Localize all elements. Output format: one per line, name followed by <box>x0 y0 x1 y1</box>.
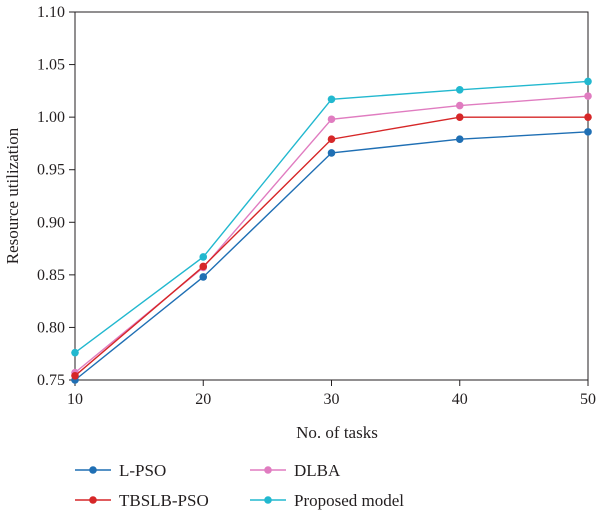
series-l-pso <box>71 128 592 384</box>
legend-item-tbslb-pso: TBSLB-PSO <box>75 491 209 510</box>
series-proposed-model <box>71 77 592 357</box>
x-tick-label: 30 <box>324 391 340 408</box>
data-point-l-pso <box>455 135 464 144</box>
data-point-proposed-model <box>327 95 336 104</box>
legend-label: Proposed model <box>294 491 404 510</box>
data-point-l-pso <box>199 273 208 281</box>
data-point-proposed-model <box>71 348 79 357</box>
y-tick-label: 0.90 <box>37 214 65 231</box>
series-layer <box>71 77 592 384</box>
y-axis-ticks: 0.75 0.80 0.85 0.90 0.95 1.00 1.05 1.10 <box>37 4 75 389</box>
data-point-tbslb-pso <box>455 113 464 121</box>
y-tick-label: 0.85 <box>37 267 65 284</box>
plot-area: 0.75 0.80 0.85 0.90 0.95 1.00 1.05 1.10 10 20 30 4… <box>37 4 596 408</box>
data-point-dlba <box>584 92 592 100</box>
y-tick-label: 0.95 <box>37 162 65 179</box>
y-axis-label: Resource utilization <box>3 127 22 264</box>
legend-swatch-marker <box>264 466 272 474</box>
series-dlba <box>71 92 592 377</box>
legend: L-PSO DLBA TBSLB-PSO Proposed model <box>75 461 404 510</box>
legend-item-proposed-model: Proposed model <box>250 491 404 510</box>
legend-item-l-pso: L-PSO <box>75 461 166 480</box>
y-tick-label: 0.80 <box>37 319 65 336</box>
data-point-proposed-model <box>584 77 592 86</box>
x-tick-label: 10 <box>67 391 83 408</box>
legend-swatch-marker <box>264 496 272 504</box>
legend-label: TBSLB-PSO <box>119 491 209 510</box>
data-point-tbslb-pso <box>71 371 79 380</box>
data-point-tbslb-pso <box>199 262 208 271</box>
legend-label: L-PSO <box>119 461 166 480</box>
data-point-proposed-model <box>455 86 464 94</box>
data-point-proposed-model <box>199 253 208 261</box>
data-point-dlba <box>455 101 464 110</box>
legend-swatch-marker <box>89 466 97 474</box>
legend-item-dlba: DLBA <box>250 461 341 480</box>
data-point-tbslb-pso <box>584 113 592 121</box>
y-tick-label: 0.75 <box>37 372 65 389</box>
data-point-l-pso <box>327 149 336 157</box>
series-line-l-pso <box>74 131 589 381</box>
x-axis-ticks: 10 20 30 40 50 <box>67 380 596 408</box>
x-tick-label: 50 <box>580 391 596 408</box>
y-tick-label: 1.10 <box>37 4 65 21</box>
plot-frame <box>74 11 589 381</box>
x-tick-label: 20 <box>195 391 211 408</box>
series-tbslb-pso <box>71 113 592 380</box>
x-tick-label: 40 <box>452 391 468 408</box>
x-axis-label: No. of tasks <box>296 423 378 442</box>
y-tick-label: 1.00 <box>37 109 65 126</box>
data-point-dlba <box>327 115 336 124</box>
legend-label: DLBA <box>294 461 341 480</box>
data-point-tbslb-pso <box>327 135 336 144</box>
data-point-l-pso <box>584 128 592 136</box>
y-tick-label: 1.05 <box>37 57 65 74</box>
legend-swatch-marker <box>89 496 97 504</box>
